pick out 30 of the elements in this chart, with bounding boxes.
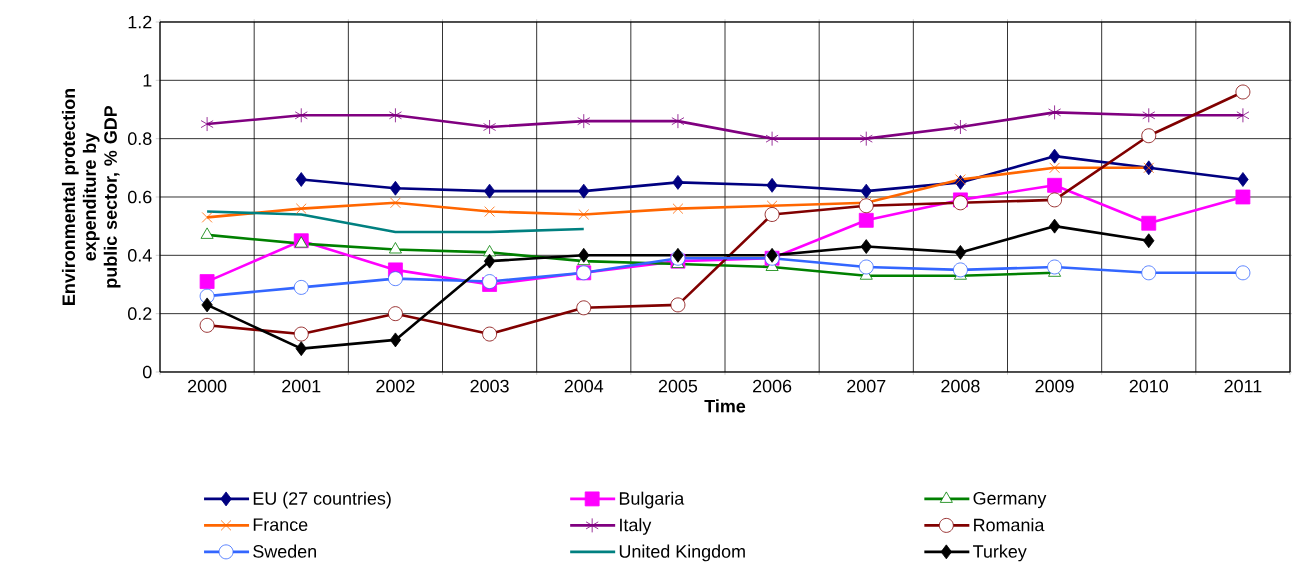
x-tick-label: 2002 [376, 379, 415, 393]
legend-label: France [253, 518, 308, 531]
legend-label: Germany [973, 491, 1047, 509]
x-tick-label: 2009 [1035, 379, 1074, 393]
x-tick-label: 2008 [941, 379, 980, 393]
x-tick-label: 2001 [282, 379, 321, 393]
x-tick-label: 2007 [847, 379, 886, 393]
x-tick-label: 2000 [188, 379, 227, 393]
y-tick-label: 0.8 [128, 132, 152, 145]
y-tick-label: 0.6 [128, 190, 152, 204]
y-tick-label: 0.4 [128, 248, 152, 262]
y-tick-label: 1.2 [128, 15, 152, 29]
legend-label: Turkey [973, 544, 1027, 562]
x-tick-label: 2010 [1129, 379, 1168, 393]
y-axis-title: Environmental protection expenditure by public sector, % GDP [61, 89, 121, 305]
legend-label: Italy [620, 518, 652, 535]
legend-label: EU (27 countries) [253, 491, 391, 509]
x-tick-label: 2006 [753, 379, 792, 393]
y-tick-label: 1 [143, 74, 152, 87]
x-tick-label: 2011 [1224, 379, 1262, 393]
legend-label: Bulgaria [619, 491, 685, 509]
x-tick-label: 2005 [658, 379, 698, 393]
y-tick-label: 0.2 [128, 307, 152, 320]
x-tick-label: 2003 [470, 379, 509, 393]
legend-label: Romania [974, 518, 1045, 532]
legend-label: Sweden [253, 544, 316, 558]
y-tick-label: 0 [142, 365, 152, 379]
legend-label: United Kingdom [619, 544, 745, 562]
x-axis-title: Time [704, 399, 746, 413]
x-tick-label: 2004 [564, 379, 604, 393]
